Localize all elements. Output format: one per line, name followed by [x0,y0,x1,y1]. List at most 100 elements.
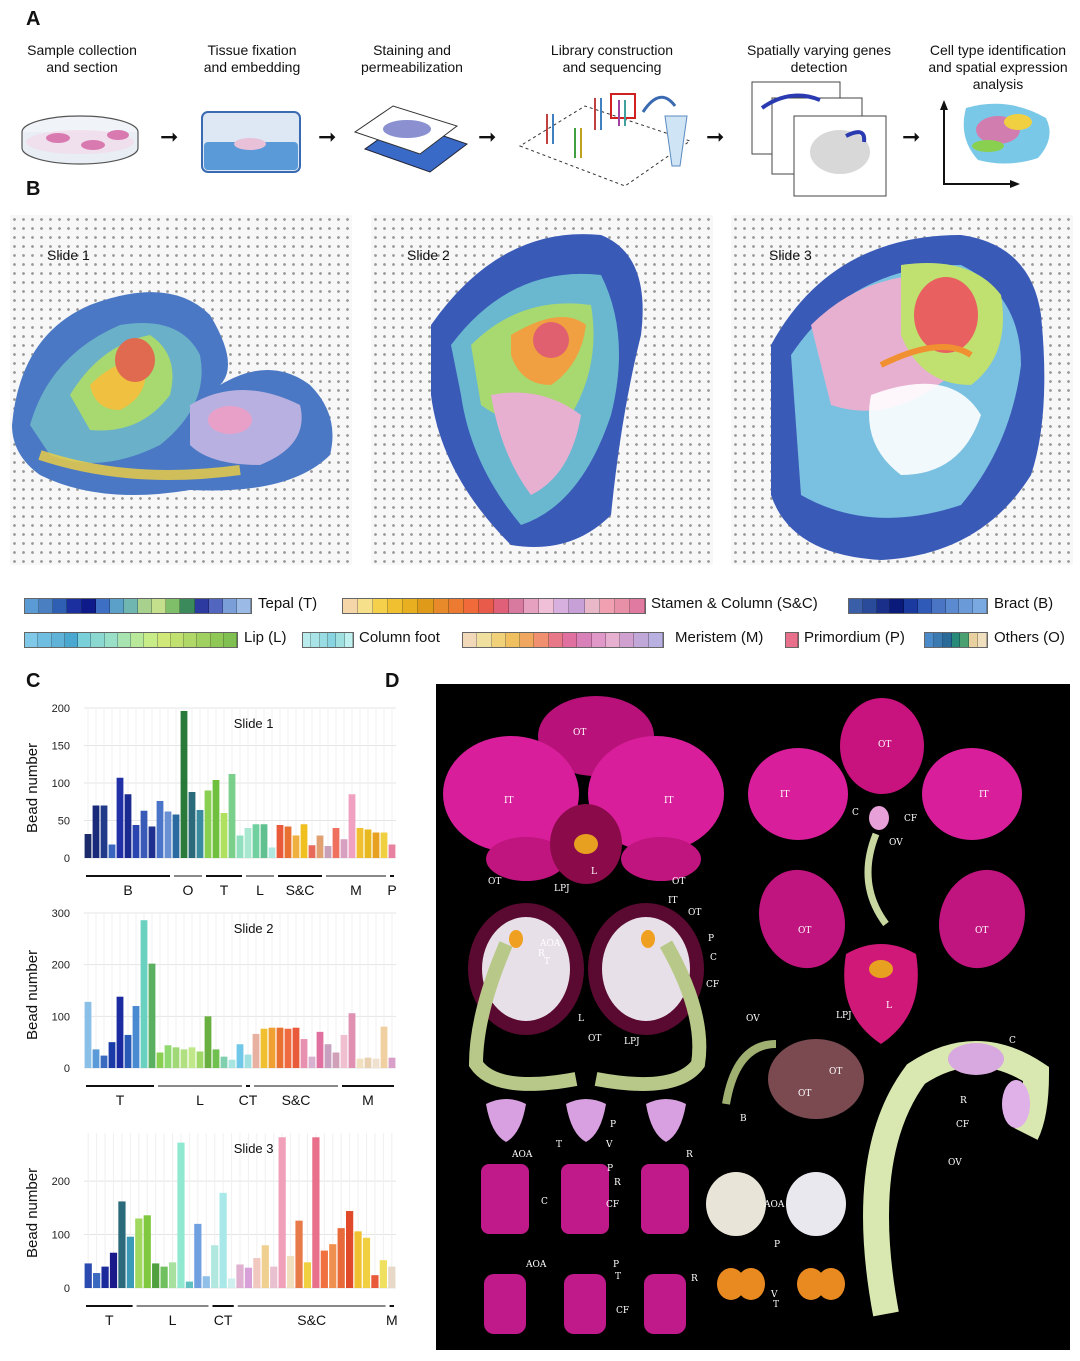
bar [372,832,380,858]
bar [228,774,236,858]
label-ot-7: OT [688,908,702,918]
legend-color-cell [388,599,404,613]
bar [324,1044,332,1068]
label-p-1: P [708,934,715,944]
label-r-4: R [614,1178,621,1188]
y-tick-label: 100 [52,1230,70,1242]
y-tick-label: 0 [64,1283,70,1295]
legend-color-cell [569,599,585,613]
bar [148,826,156,858]
chart-title: Slide 3 [234,1141,274,1156]
bar [268,847,276,858]
bar [156,1052,164,1068]
legend-color-cell [38,633,52,647]
bar [380,1026,388,1068]
bar [284,1028,292,1068]
legend-color-cell [505,633,521,647]
sequencing-illustration [518,93,692,187]
legend-color-cell [959,599,974,613]
bar [348,1013,356,1068]
legend-color-cell [208,599,223,613]
bar [292,1027,300,1068]
label-b-1: B [740,1114,747,1124]
bar [236,1264,244,1288]
legend-color-cell [925,633,934,647]
bar [300,1039,308,1068]
label-c-2: C [710,953,717,963]
legend-color-cell [463,633,478,647]
group-label: P [387,882,396,898]
bar [124,794,132,858]
group-label: O [183,882,194,898]
bar [286,1255,295,1288]
legend-color-cell [123,599,138,613]
slide-1-title: Slide 1 [47,247,90,263]
legend-color-cell [931,599,946,613]
bar [320,1250,328,1288]
legend-color-cell [554,599,570,613]
bar [356,828,364,858]
workflow-arrow-5: ➞ [902,124,921,149]
bar [220,1056,228,1068]
bar [160,1266,168,1288]
legend-color-cell [890,599,905,613]
label-r-1: R [538,949,545,959]
group-label: B [123,882,132,898]
bar [202,1276,210,1288]
y-tick-label: 300 [52,908,70,920]
label-ot-3: OT [672,877,686,887]
legend-color-cell [166,599,181,613]
legend-color-cell [319,633,328,647]
label-cf-1: CF [904,814,918,824]
bar [260,1028,268,1068]
group-label: S&C [297,1312,326,1328]
label-ot-8: OT [588,1034,602,1044]
panel-c-letter: C [26,670,41,692]
legend-color-cell [91,633,105,647]
label-l-1: L [591,867,597,877]
slide-3-title: Slide 3 [769,247,812,263]
bar-chart-slide-1: 0 50 100 150 200 Slide 1 B O T L S&C M P [52,703,397,898]
bar [354,1231,362,1288]
legend-color-cell [51,633,65,647]
label-ot-4: OT [878,740,892,750]
label-p-3: P [607,1164,614,1174]
legend-color-cell [104,633,118,647]
group-label: S&C [282,1092,311,1108]
legend-color-cell [343,599,359,613]
legend-color-cell [942,633,952,647]
legend-color-cell [81,599,96,613]
legend-swatch-column-foot [302,632,354,648]
bar [143,1215,151,1288]
label-lpj-1: LPJ [554,884,570,894]
bar [295,1220,303,1288]
group-label: M [386,1312,398,1328]
bar [379,1260,387,1288]
bar [364,1057,372,1068]
bar [204,1016,212,1068]
label-p-4: P [613,1260,620,1270]
legend-color-cell [634,633,649,647]
legend-color-cell [131,633,145,647]
bar [236,1044,244,1068]
legend-label-bract: Bract (B) [994,595,1054,612]
workflow-step-1-label: Sample collection and section [27,42,137,75]
label-cf-5: CF [616,1306,630,1316]
legend-label-tepal: Tepal (T) [258,595,318,612]
legend-color-cell [491,633,506,647]
bar [148,963,156,1068]
label-t-1: T [544,957,551,967]
legend-color-cell [463,599,479,613]
label-it-3: IT [780,790,790,800]
workflow-arrow-2: ➞ [318,124,337,149]
workflow-arrow-1: ➞ [160,124,179,149]
slide-1-image: Slide 1 [10,215,352,565]
label-aoa-2: AOA [512,1150,533,1160]
legend-color-cell [849,599,863,613]
bar [135,1218,143,1288]
legend-label-meristem: Meristem (M) [675,629,764,646]
legend-color-cell [917,599,932,613]
group-label: M [350,882,362,898]
label-ov-2: OV [746,1014,760,1024]
legend-color-cell [373,599,389,613]
